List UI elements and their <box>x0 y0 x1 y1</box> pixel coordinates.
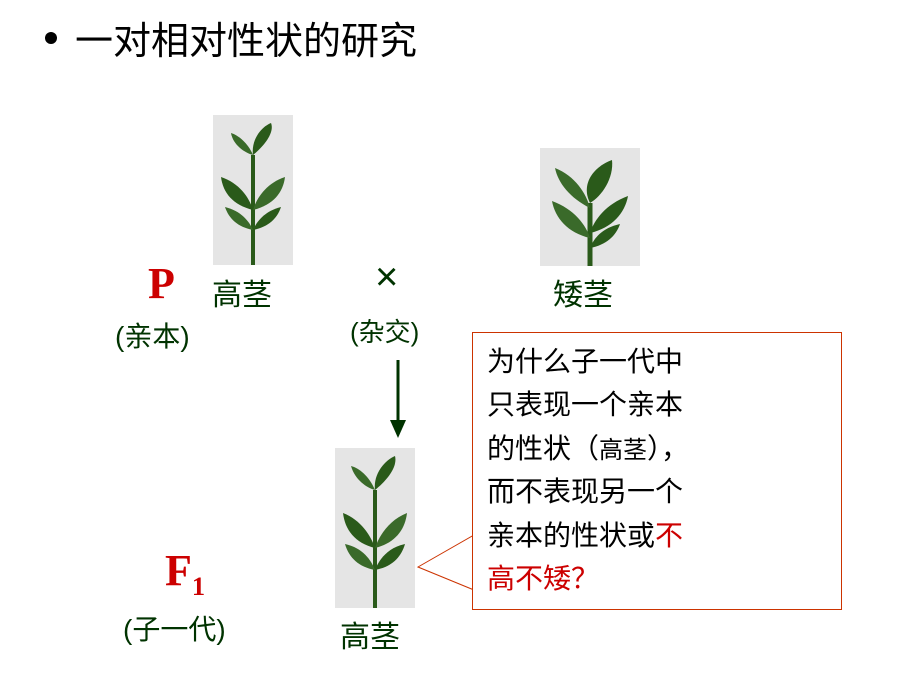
plant-tall-parent-label: 高茎 <box>212 270 272 314</box>
plant-tall-icon <box>213 115 293 265</box>
plant-short-icon <box>540 148 640 266</box>
bullet-icon <box>45 32 57 44</box>
plant-tall-parent <box>213 115 293 265</box>
page-title: 一对相对性状的研究 <box>75 10 417 65</box>
generation-p-desc: (亲本) <box>115 315 190 355</box>
callout-l5b: 不 <box>655 521 683 552</box>
f1-main: F <box>165 546 192 595</box>
plant-tall-f1-icon <box>335 448 415 608</box>
plant-short-parent-label: 矮茎 <box>553 270 613 314</box>
plant-tall-f1 <box>335 448 415 608</box>
callout-l4: 而不表现另一个 <box>487 477 683 508</box>
page-title-wrap: 一对相对性状的研究 <box>45 10 417 65</box>
callout-tail-icon <box>416 535 476 595</box>
cross-symbol: × <box>375 255 398 300</box>
f1-sub: 1 <box>192 571 205 601</box>
callout-l6c: ？ <box>571 564 599 595</box>
callout-l3c: ）， <box>647 434 689 465</box>
plant-short-parent <box>540 148 640 266</box>
plant-tall-f1-label: 高茎 <box>340 612 400 656</box>
cross-desc: (杂交) <box>350 312 419 349</box>
generation-f1-desc: (子一代) <box>123 608 226 648</box>
generation-p-symbol: P <box>148 258 175 309</box>
callout-box: 为什么子一代中 只表现一个亲本 的性状（高茎）， 而不表现另一个 亲本的性状或不… <box>472 332 842 610</box>
callout-l6b: 高不矮 <box>487 564 571 595</box>
generation-f1-symbol: F1 <box>165 545 205 602</box>
callout-l3b: 高茎 <box>599 438 647 464</box>
callout-l1: 为什么子一代中 <box>487 347 683 378</box>
arrow-down-icon <box>386 360 410 438</box>
callout-l5a: 亲本的性状或 <box>487 521 655 552</box>
callout-l3a: 的性状（ <box>487 434 599 465</box>
callout-l2: 只表现一个亲本 <box>487 390 683 421</box>
